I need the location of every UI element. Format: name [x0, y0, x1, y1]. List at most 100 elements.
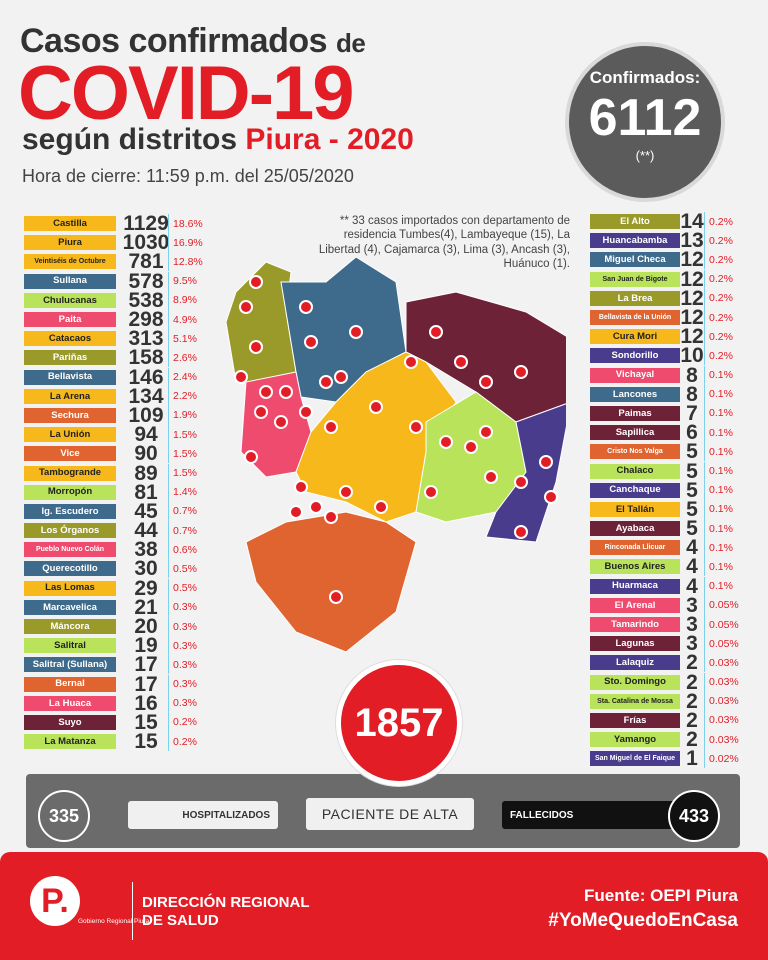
district-percent: 0.03% [704, 653, 752, 673]
case-dot [294, 480, 308, 494]
district-name: La Huaca [24, 695, 116, 711]
district-count: 89 [134, 461, 158, 485]
district-count: 3 [686, 613, 698, 637]
district-percent: 2.6% [168, 348, 218, 368]
district-name: Pueblo Nuevo Colán [24, 542, 116, 558]
district-name: Lalaquiz [590, 655, 680, 671]
district-name: Salitral [24, 638, 116, 654]
district-row: Huarmaca 4 0.1% [590, 574, 750, 598]
district-row: San Juan de Bigote 12 0.2% [590, 269, 750, 290]
district-row: Sapillica 6 0.1% [590, 422, 750, 443]
district-count: 5 [686, 478, 698, 502]
district-percent: 18.6% [168, 214, 218, 234]
district-name: Frías [590, 712, 680, 728]
district-name: Sechura [24, 407, 116, 423]
district-row: Lagunas 3 0.05% [590, 633, 752, 654]
district-count: 29 [134, 576, 158, 600]
district-percent: 0.05% [704, 634, 752, 654]
district-percent: 0.3% [168, 636, 218, 656]
district-row: Rinconada Llicuar 4 0.1% [590, 537, 752, 558]
case-dot [514, 475, 528, 489]
case-dot [454, 355, 468, 369]
district-count: 12 [680, 248, 704, 272]
district-percent: 0.6% [168, 540, 218, 560]
case-dot [369, 400, 383, 414]
district-name: Lagunas [590, 636, 680, 652]
case-dot [484, 470, 498, 484]
district-percent: 0.03% [704, 672, 752, 692]
district-row: El Arenal 3 0.05% [590, 595, 750, 616]
district-row: Chalaco 5 0.1% [590, 461, 750, 482]
district-percent: 0.2% [704, 288, 752, 308]
piura-district-map [226, 256, 566, 653]
district-percent: 0.1% [704, 538, 752, 558]
district-count: 5 [686, 517, 698, 541]
district-percent: 0.7% [168, 501, 218, 521]
district-name: Paita [24, 312, 116, 328]
district-name: Paimas [590, 405, 680, 421]
district-name: Chulucanas [24, 292, 116, 308]
district-percent: 0.3% [168, 693, 218, 713]
district-percent: 0.1% [704, 499, 752, 519]
district-percent: 0.2% [704, 308, 752, 328]
district-count: 1030 [122, 231, 170, 255]
district-count: 44 [134, 519, 158, 543]
district-count: 538 [128, 288, 164, 312]
case-dot [279, 385, 293, 399]
district-percent: 0.1% [704, 442, 752, 462]
district-row: Suyo 15 0.2% [24, 712, 224, 733]
district-row: Querecotillo 30 0.5% [24, 557, 224, 581]
district-count: 12 [680, 325, 704, 349]
district-name: La Matanza [24, 734, 116, 750]
logo-caption: Gobierno Regional Piura [78, 918, 150, 925]
district-count: 4 [686, 555, 698, 579]
district-row: Bellavista de la Unión 12 0.2% [590, 307, 752, 328]
district-count: 20 [134, 615, 158, 639]
district-count: 5 [686, 497, 698, 521]
case-dot [289, 505, 303, 519]
district-count: 30 [134, 557, 158, 581]
district-name: Miguel Checa [590, 252, 680, 268]
district-percent: 0.1% [704, 384, 752, 404]
district-name: Sta. Catalina de Mossa [590, 693, 680, 709]
district-count: 2 [686, 689, 698, 713]
hospitalized-label: HOSPITALIZADOS [128, 801, 278, 829]
district-row: Chulucanas 538 8.9% [24, 288, 224, 312]
district-count: 8 [686, 363, 698, 387]
district-percent: 0.3% [168, 597, 218, 617]
district-name: Bernal [24, 676, 116, 692]
district-count: 94 [134, 423, 158, 447]
district-count: 38 [134, 538, 158, 562]
district-name: Rinconada Llicuar [590, 540, 680, 556]
district-row: Paita 298 4.9% [24, 309, 224, 330]
district-percent: 0.1% [704, 365, 752, 385]
title-covid: COVID-19 [18, 51, 355, 136]
title-line3: según distritos Piura - 2020 [22, 123, 414, 156]
district-name: Suyo [24, 714, 116, 730]
district-row: Pueblo Nuevo Colán 38 0.6% [24, 538, 224, 562]
case-dot [479, 375, 493, 389]
district-count: 2 [686, 728, 698, 752]
district-count: 4 [686, 574, 698, 598]
case-dot [274, 415, 288, 429]
district-percent: 0.2% [168, 712, 218, 732]
district-percent: 1.4% [168, 482, 218, 502]
district-count: 134 [128, 384, 164, 408]
district-row: Sullana 578 9.5% [24, 271, 224, 292]
map-region-sechura [245, 511, 417, 653]
district-percent: 12.8% [168, 252, 218, 272]
district-row: Lalaquiz 2 0.03% [590, 652, 752, 673]
district-row: Sechura 109 1.9% [24, 405, 224, 426]
district-name: Sondorillo [590, 348, 680, 364]
district-name: Yamango [590, 732, 680, 748]
district-row: Sta. Catalina de Mossa 2 0.03% [590, 689, 750, 713]
district-percent: 9.5% [168, 271, 218, 291]
case-dot [304, 335, 318, 349]
district-percent: 1.5% [168, 463, 218, 483]
discharged-count: 1857 [336, 660, 462, 786]
district-name: Pariñas [24, 350, 116, 366]
district-row: Marcavelica 21 0.3% [24, 597, 224, 618]
district-name: La Unión [24, 427, 116, 443]
case-dot [259, 385, 273, 399]
district-name: Querecotillo [24, 561, 116, 577]
